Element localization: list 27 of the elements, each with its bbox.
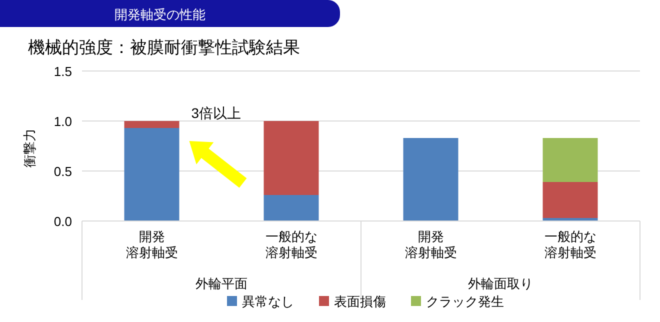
bar (124, 121, 180, 128)
bar (542, 138, 598, 182)
y-tick-label: 0.5 (54, 164, 72, 179)
x-tick-label: 一般的な溶射軸受 (544, 229, 596, 260)
bar (124, 128, 180, 221)
y-tick-label: 1.5 (54, 64, 72, 79)
annotation: 3倍以上 (191, 105, 242, 121)
text: 開発軸受の性能 (114, 7, 206, 22)
x-tick-label: 一般的な溶射軸受 (265, 229, 318, 260)
legend-label: 表面損傷 (334, 294, 386, 309)
y-tick-label: 1.0 (54, 114, 72, 129)
legend-label: クラック発生 (426, 294, 504, 309)
chart-title: 機械的強度：被膜耐衝撃性試験結果 (28, 38, 300, 57)
bar (264, 195, 319, 221)
x-tick-label: 開発溶射軸受 (404, 229, 457, 260)
legend-item: 表面損傷 (319, 294, 386, 309)
legend-item: クラック発生 (411, 294, 504, 309)
y-tick-label: 0.0 (54, 214, 72, 229)
bar (542, 182, 598, 218)
y-axis-title: 衝撃力 (22, 128, 37, 168)
bar (264, 121, 319, 195)
x-tick-label: 開発溶射軸受 (126, 229, 178, 260)
text: 外輪平面 (196, 276, 248, 291)
bar (403, 138, 458, 221)
text: 外輪面取り (468, 276, 533, 291)
legend-item: 異常なし (227, 294, 294, 309)
legend-label: 異常なし (242, 294, 294, 309)
